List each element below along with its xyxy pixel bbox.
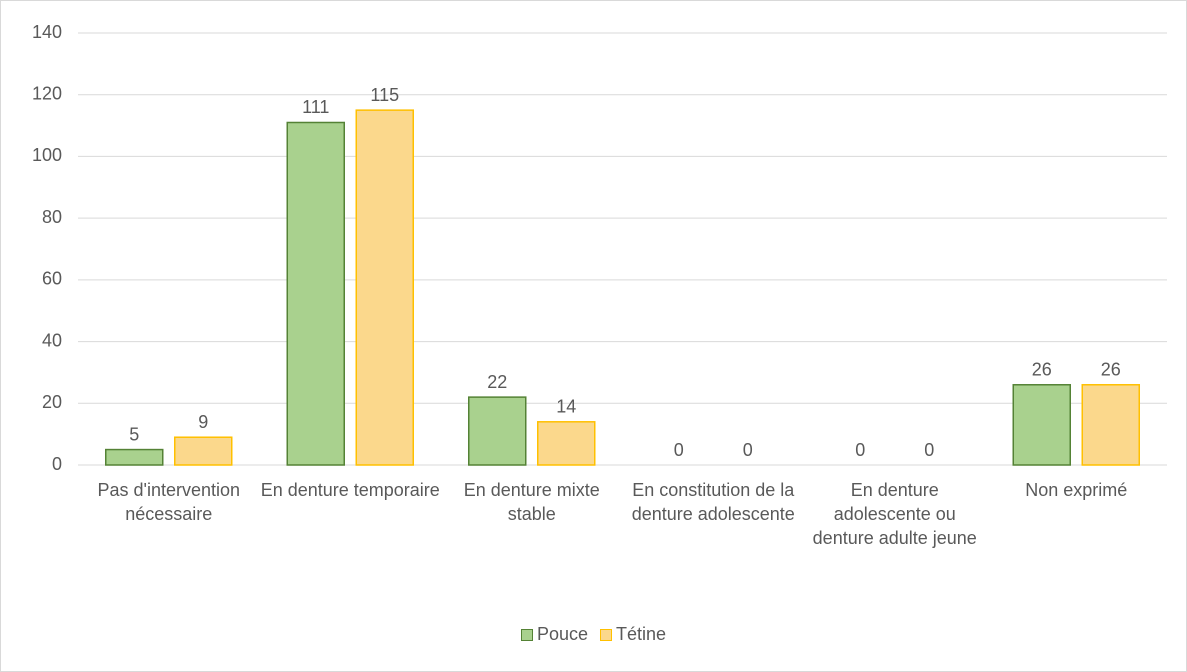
bar [1012,384,1071,466]
y-tick-label: 0 [52,454,62,474]
x-tick-label: En denture temporaire [260,480,440,500]
y-tick-label: 40 [42,330,62,350]
data-label: 115 [370,85,399,105]
bar [105,448,164,466]
data-label: 0 [924,440,934,460]
data-label: 26 [1032,360,1052,380]
bar [537,421,596,466]
data-label: 5 [129,424,139,444]
data-label: 0 [855,440,865,460]
y-tick-label: 120 [32,83,62,103]
legend-swatch [600,628,612,641]
legend-label: Tétine [616,624,667,644]
y-tick-label: 20 [42,392,62,412]
x-tick-label: Pas d'intervention nécessaire [97,480,241,524]
data-label: 14 [556,397,576,417]
data-label: 9 [198,412,208,432]
data-label: 111 [302,97,329,117]
bar [355,109,414,466]
bar [174,436,233,466]
data-label: 22 [487,372,507,392]
y-tick-label: 80 [42,207,62,227]
legend-swatch [520,628,533,641]
legend: Pouce Tétine [0,624,1187,646]
y-tick-label: 100 [32,145,62,165]
x-tick-label: En constitution de la denture adolescent… [631,480,795,524]
bar [1081,384,1140,466]
legend-item: Tétine [600,624,666,645]
y-tick-label: 60 [42,269,62,289]
bar [286,121,345,466]
x-tick-label: En denture adolescente ou denture adulte… [812,480,977,548]
legend-item: Pouce [520,624,588,645]
y-tick-label: 140 [32,22,62,42]
data-label: 0 [743,440,753,460]
legend-label: Pouce [536,624,588,644]
data-label: 26 [1101,360,1121,380]
x-tick-label: Non exprimé [1025,480,1128,500]
data-label: 0 [674,440,684,460]
bar [468,396,527,466]
x-tick-label: En denture mixte stable [463,480,600,524]
